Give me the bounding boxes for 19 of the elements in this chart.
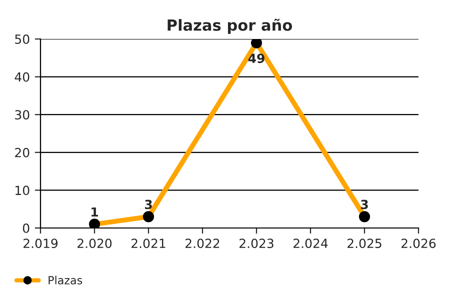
x-tick-label: 2.026 xyxy=(402,238,436,248)
y-tick-label: 50 xyxy=(15,34,30,44)
y-tick-label: 30 xyxy=(15,110,30,120)
data-label: 3 xyxy=(144,200,152,210)
y-tick-label: 0 xyxy=(22,223,30,233)
legend-label: Plazas xyxy=(48,276,82,284)
x-tick-label: 2.024 xyxy=(294,238,328,248)
x-tick-label: 2.019 xyxy=(24,238,58,248)
chart-title: Plazas por año xyxy=(168,18,292,34)
y-tick-label: 40 xyxy=(14,72,30,82)
x-tick-label: 2.023 xyxy=(240,238,274,248)
x-tick-label: 2.020 xyxy=(78,238,112,248)
x-tick-label: 2.025 xyxy=(348,238,382,248)
data-label: 1 xyxy=(92,207,98,217)
y-tick-label: 20 xyxy=(15,148,30,158)
x-tick-label: 2.022 xyxy=(186,238,220,248)
data-label: 3 xyxy=(360,200,368,210)
x-tick-label: 2.021 xyxy=(132,238,166,248)
y-tick-label: 10 xyxy=(16,186,30,196)
